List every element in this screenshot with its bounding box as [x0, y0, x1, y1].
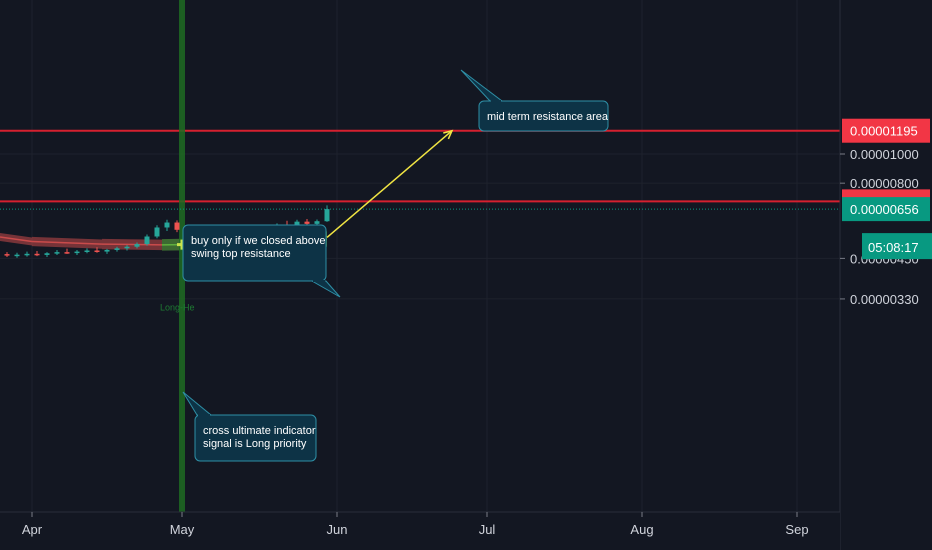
time-tick-label: Aug: [630, 522, 653, 537]
indicator-band-midline: [0, 236, 33, 243]
candle: [164, 219, 170, 231]
candle-body: [124, 246, 130, 249]
candle-body: [164, 222, 170, 228]
candle-body: [304, 221, 310, 224]
time-tick-label: May: [170, 522, 195, 537]
candle-body: [134, 244, 140, 247]
candle: [154, 225, 160, 239]
candle: [134, 242, 140, 249]
candle: [324, 205, 330, 222]
candle: [34, 251, 40, 257]
time-tick-label: Apr: [22, 522, 43, 537]
price-tag-label: 0.00001195: [850, 124, 918, 139]
callout-box[interactable]: [478, 100, 609, 132]
candle: [64, 248, 70, 254]
candle: [174, 220, 180, 233]
callout-text-line: cross ultimate indicator: [203, 425, 316, 437]
candle-body: [144, 236, 150, 245]
candle: [124, 245, 130, 251]
candle: [144, 234, 150, 246]
time-axis-bg: [0, 512, 840, 550]
resistance-lines[interactable]: [0, 129, 840, 203]
price-tag-label: 0.00000656: [850, 202, 919, 217]
candle: [44, 252, 50, 257]
callout-mid-term-resistance[interactable]: mid term resistance area: [460, 69, 609, 132]
callout-box[interactable]: [182, 224, 327, 282]
time-tick-label: Sep: [785, 522, 808, 537]
countdown-tag: [862, 233, 932, 260]
callout-text-line: signal is Long priority: [203, 438, 307, 450]
candle: [14, 252, 20, 258]
price-tag[interactable]: [842, 118, 930, 143]
candle-body: [174, 222, 180, 230]
candle: [24, 251, 30, 257]
callout-text-line: buy only if we closed above: [191, 235, 326, 247]
price-tick-label: 0.00000330: [850, 292, 919, 307]
candle: [94, 247, 100, 253]
signal-vertical-line[interactable]: [179, 0, 185, 512]
price-tag[interactable]: [842, 197, 930, 222]
candle-body: [314, 221, 320, 224]
candle-body: [54, 252, 60, 254]
price-axis[interactable]: 0.000010000.000008000.000004500.00000330…: [839, 0, 932, 550]
price-axis-bg: [840, 0, 932, 550]
indicator-band-midline: [101, 243, 163, 246]
candle: [74, 249, 80, 255]
candle: [54, 249, 60, 255]
candle-body: [44, 253, 50, 255]
candle-body: [94, 250, 100, 252]
time-tick-label: Jul: [479, 522, 496, 537]
indicator-band-midline: [31, 240, 103, 245]
callout-text-line: mid term resistance area: [487, 111, 609, 123]
time-tick-label: Jun: [327, 522, 348, 537]
candle: [104, 248, 110, 254]
candle-body: [114, 248, 120, 250]
time-axis[interactable]: Apr May Jun Jul Aug Sep: [0, 511, 840, 550]
callouts[interactable]: mid term resistance area buy only if we c…: [182, 69, 609, 462]
projection-arrow[interactable]: [326, 129, 454, 239]
candle: [4, 252, 10, 257]
price-tick-label: 0.00001000: [850, 147, 919, 162]
candle-body: [74, 251, 80, 254]
projection-arrow-head[interactable]: [443, 129, 454, 140]
candle-body: [104, 249, 110, 252]
candle-body: [294, 221, 300, 227]
projection-arrow-shaft[interactable]: [326, 130, 453, 239]
candle: [314, 219, 320, 226]
long-signal-label: Long-He: [160, 303, 195, 313]
candle: [114, 246, 120, 252]
candle-body: [84, 250, 90, 252]
callout-box[interactable]: [194, 414, 317, 462]
candle-body: [154, 227, 160, 237]
candle-body: [14, 254, 20, 257]
candle-body: [324, 209, 330, 222]
price-tick-label: 0.00000800: [850, 176, 919, 191]
candle-body: [4, 254, 10, 256]
signal-vertical-line-bar[interactable]: [179, 0, 185, 512]
callout-text-line: swing top resistance: [191, 248, 291, 260]
candle-body: [64, 252, 70, 254]
candle-body: [34, 253, 40, 256]
candle: [84, 248, 90, 254]
candle-body: [24, 253, 30, 256]
countdown-label: 05:08:17: [868, 240, 919, 255]
